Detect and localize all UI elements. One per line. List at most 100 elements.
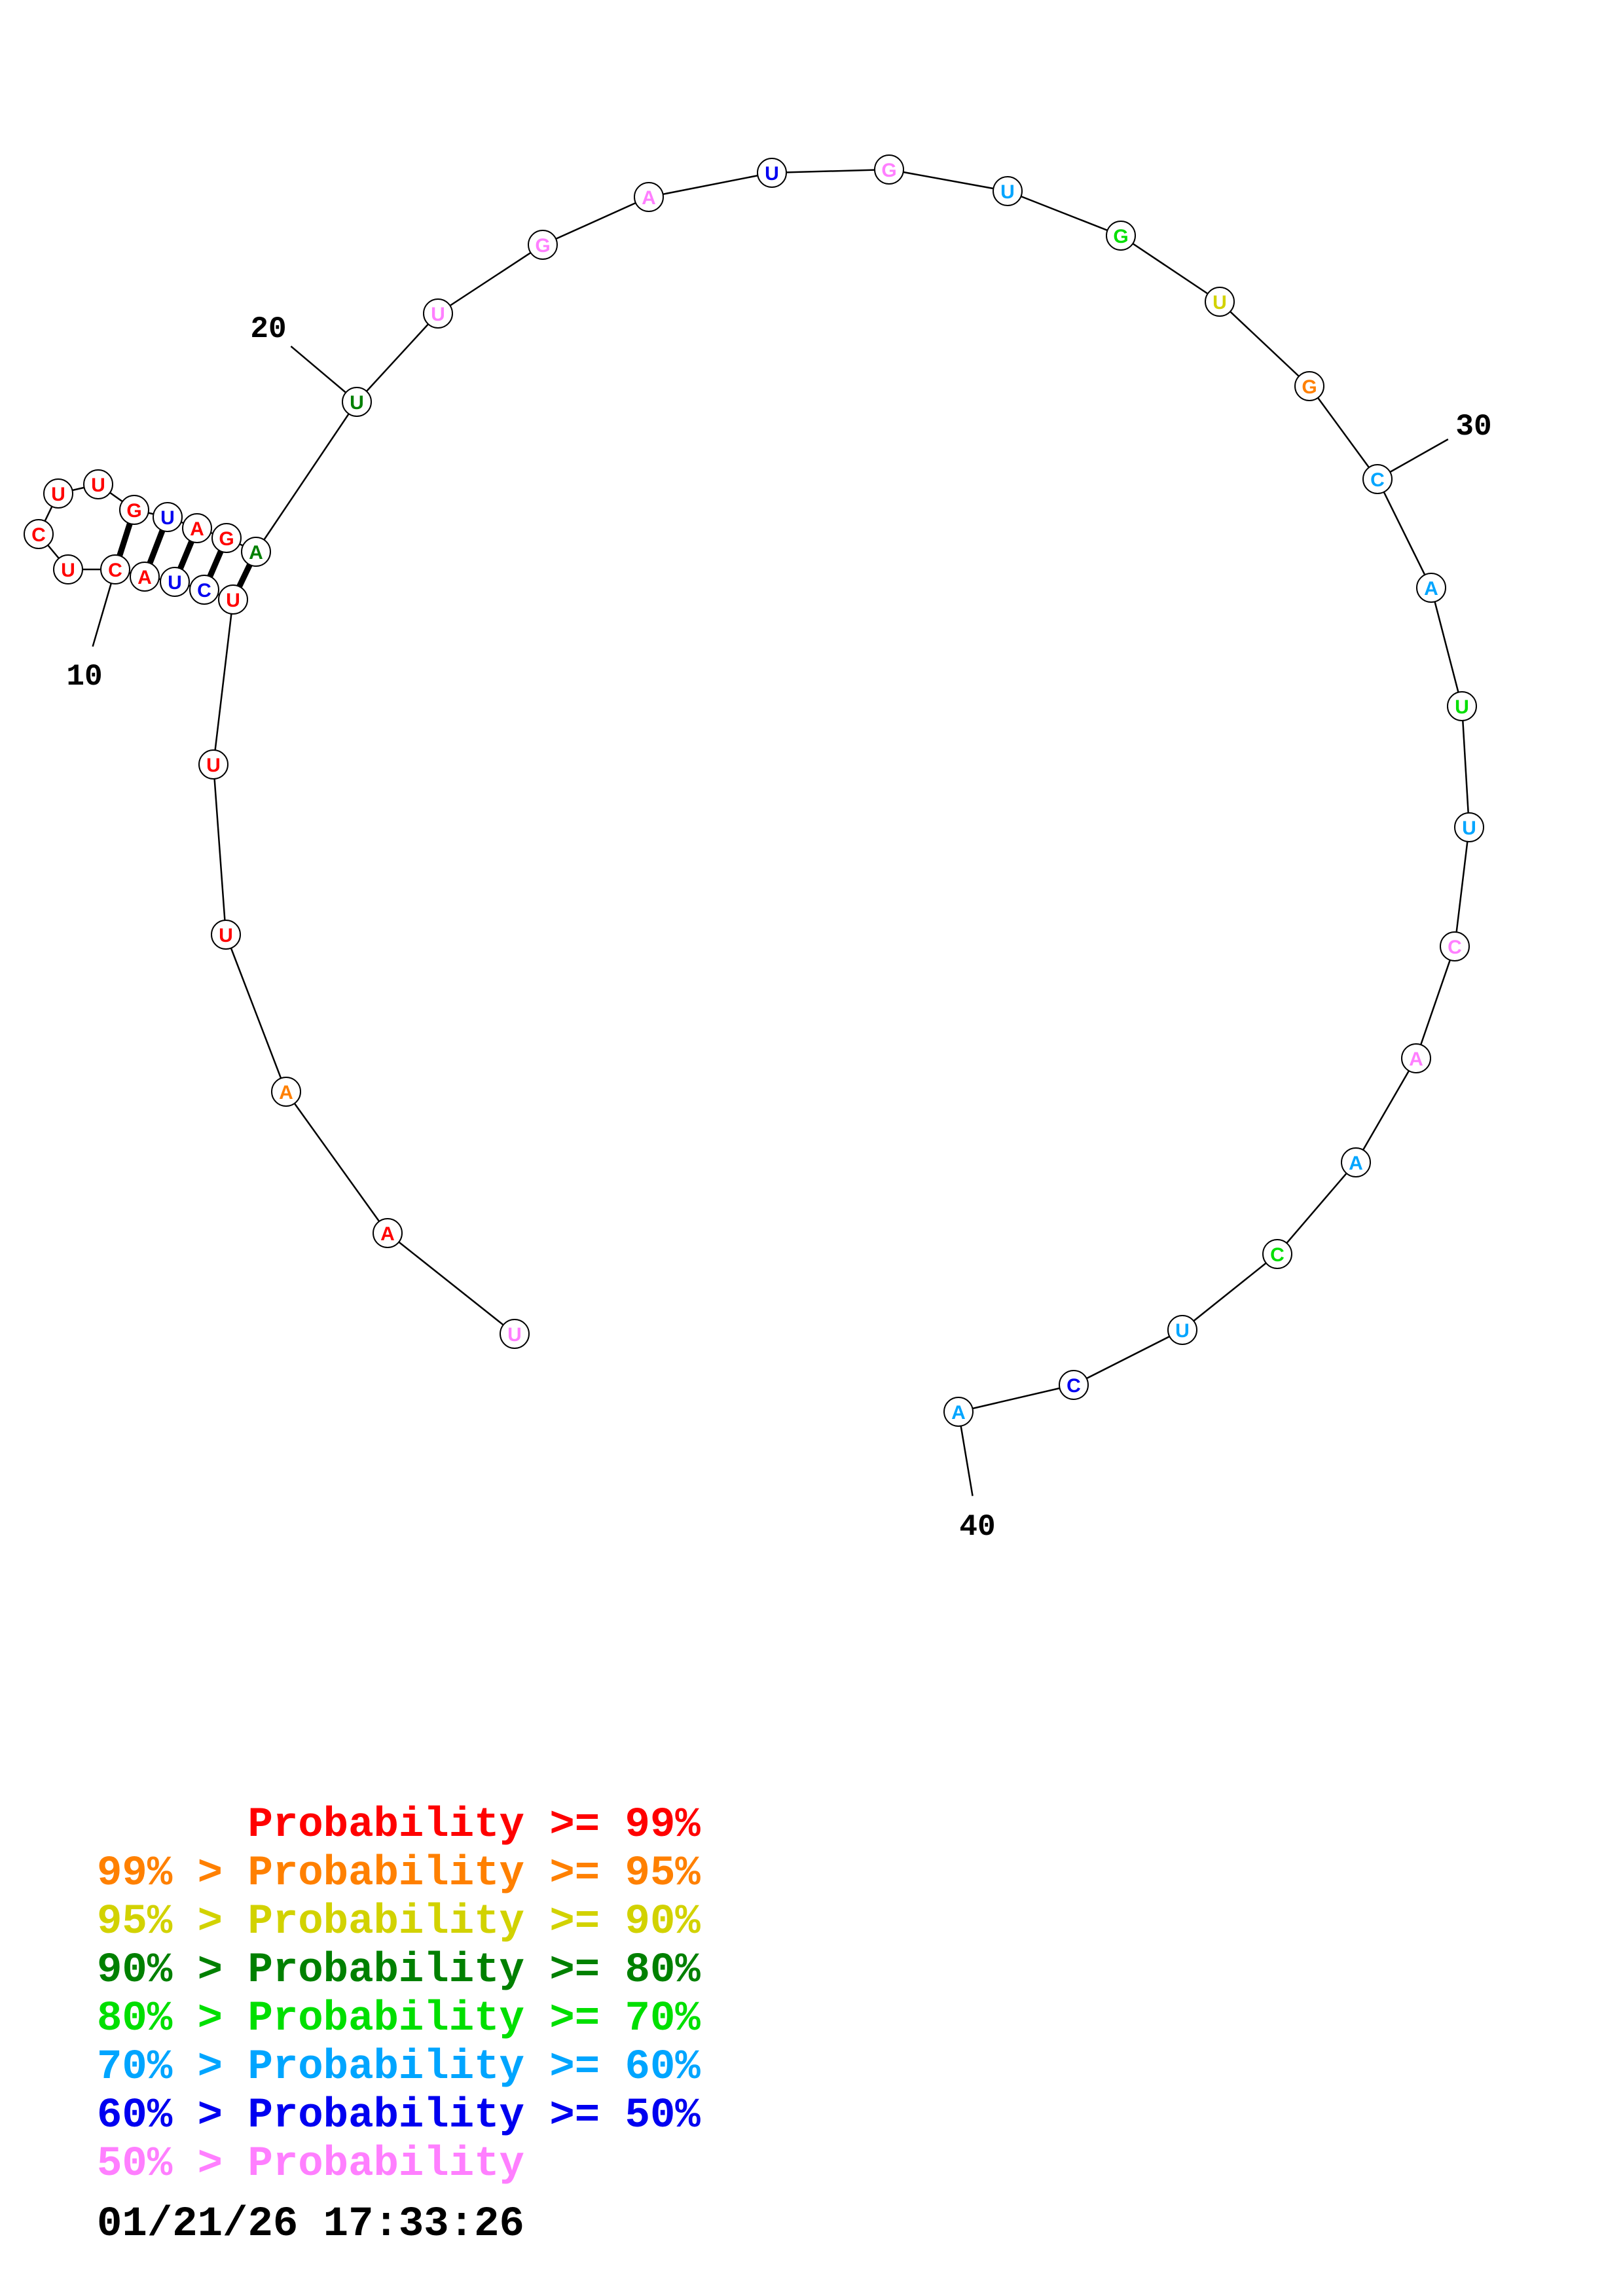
nucleotide-letter: U — [219, 925, 233, 946]
sequence-number-label: 10 — [66, 660, 102, 694]
backbone-segment — [1120, 234, 1220, 303]
nucleotide-letter: A — [1349, 1153, 1363, 1174]
nucleotide-letter: U — [1455, 696, 1469, 718]
sequence-number-ticks: 10 20 30 40 — [66, 312, 1491, 1544]
nucleotide-letter: C — [1270, 1244, 1285, 1266]
nucleotide-circle — [1454, 812, 1484, 842]
nucleotide-circle — [757, 158, 787, 188]
legend-row: 60% > Probability >= 50% — [97, 2092, 701, 2140]
backbone-segment — [1376, 478, 1432, 588]
nucleotide-letter: A — [279, 1082, 293, 1103]
backbone-segment — [1182, 1253, 1278, 1331]
backbone-segment — [1277, 1162, 1357, 1255]
timestamp: 01/21/26 17:33:26 — [97, 2201, 524, 2248]
nucleotide-circle — [43, 478, 73, 509]
backbone-segment — [1308, 386, 1379, 480]
backbone-segment — [1355, 1058, 1417, 1163]
legend-row: Probability >= 99% — [97, 1802, 701, 1849]
backbone-segment — [1430, 587, 1463, 707]
nucleotide-letter: U — [51, 484, 65, 505]
nucleotide-circle — [1401, 1043, 1431, 1073]
nucleotide-letter: U — [168, 572, 182, 594]
nucleotide-letter: A — [249, 542, 263, 564]
nucleotide-letter: A — [1409, 1049, 1423, 1070]
nucleotide-letter: A — [137, 567, 152, 588]
nucleotide-circle — [182, 513, 212, 543]
nucleotide-circle — [100, 554, 130, 584]
nucleotide-letter: A — [190, 518, 204, 540]
nucleotide-letter: U — [1462, 817, 1476, 839]
backbone-segment — [1219, 301, 1310, 387]
nucleotide-circle — [1059, 1370, 1089, 1400]
backbone-segment — [255, 401, 358, 552]
backbone-segment — [212, 764, 227, 935]
nucleotide-circle — [993, 176, 1023, 206]
nucleotide-letter: A — [380, 1223, 395, 1245]
nucleotide-letter: U — [507, 1324, 522, 1346]
nucleotide-letter: U — [1175, 1320, 1190, 1342]
nucleotide-letter: C — [1448, 937, 1462, 958]
nucleotide-letter: U — [91, 475, 105, 496]
backbone-segment — [648, 171, 773, 198]
legend-row: 70% > Probability >= 60% — [97, 2044, 701, 2091]
nucleotide-letter: U — [1213, 292, 1227, 314]
nucleotide-letter: A — [1424, 578, 1438, 600]
backbone-segment — [356, 313, 439, 403]
nucleotide-circle — [119, 495, 149, 525]
backbone-segment — [1073, 1329, 1183, 1386]
nucleotide-circle — [342, 387, 372, 417]
nucleotide-circle — [943, 1397, 974, 1427]
nucleotide-letter: C — [1370, 469, 1385, 491]
backbone-segment — [958, 1384, 1074, 1413]
nucleotide-letter: G — [881, 160, 896, 181]
legend-row: 95% > Probability >= 90% — [97, 1899, 701, 1946]
nucleotide-circle — [271, 1077, 301, 1107]
backbone-segment — [542, 196, 649, 246]
nucleotide-letter: C — [31, 524, 46, 546]
sequence-number-label: 40 — [959, 1510, 995, 1544]
nucleotide-letter: C — [197, 580, 211, 601]
nucleotide-circle — [1167, 1315, 1197, 1345]
nucleotide-circle — [160, 567, 190, 597]
nucleotide-letter: U — [160, 507, 175, 529]
backbone-segment — [225, 934, 287, 1092]
nucleotide-circle — [1106, 221, 1136, 251]
legend-row: 50% > Probability — [97, 2141, 524, 2188]
nucleotide-circle — [153, 502, 183, 532]
nucleotide-letter: U — [61, 560, 75, 581]
nucleotide-circle — [1262, 1239, 1292, 1269]
nucleotide-letter: U — [206, 755, 221, 776]
nucleotide-circle — [198, 749, 228, 780]
nucleotide-circle — [500, 1319, 530, 1349]
nucleotide-letter: C — [108, 560, 122, 581]
backbone-segment — [387, 1232, 515, 1335]
legend-row: 99% > Probability >= 95% — [97, 1850, 701, 1897]
nucleotide-letter: G — [126, 500, 141, 522]
backbone-segment — [1453, 827, 1470, 947]
nucleotide-circle — [634, 182, 664, 212]
legend-row: 90% > Probability >= 80% — [97, 1947, 701, 1994]
nucleotide-circle — [189, 575, 219, 605]
nucleotide-circle — [1341, 1147, 1371, 1177]
backbone-segment — [888, 168, 1008, 192]
backbone-segment — [1007, 190, 1122, 237]
nucleotide-circle — [1447, 691, 1477, 721]
nucleotide-circle — [1416, 573, 1446, 603]
nucleotide-circle — [211, 523, 242, 553]
backbone-segment — [285, 1091, 389, 1234]
nucleotide-letter: G — [219, 528, 234, 550]
sequence-number-label: 20 — [250, 312, 286, 346]
backbone-segment — [437, 243, 543, 315]
nucleotide-circle — [373, 1218, 403, 1248]
nucleotide-circle — [1440, 931, 1470, 961]
sequence-number-label: 30 — [1455, 410, 1491, 444]
nucleotide-circle — [1294, 371, 1324, 401]
backbone-segment — [1415, 946, 1456, 1059]
nucleotide-letter: U — [350, 392, 364, 414]
nucleotide-circle — [241, 537, 271, 567]
nucleotide-circle — [24, 519, 54, 549]
nucleotide-letter: U — [1000, 181, 1015, 203]
